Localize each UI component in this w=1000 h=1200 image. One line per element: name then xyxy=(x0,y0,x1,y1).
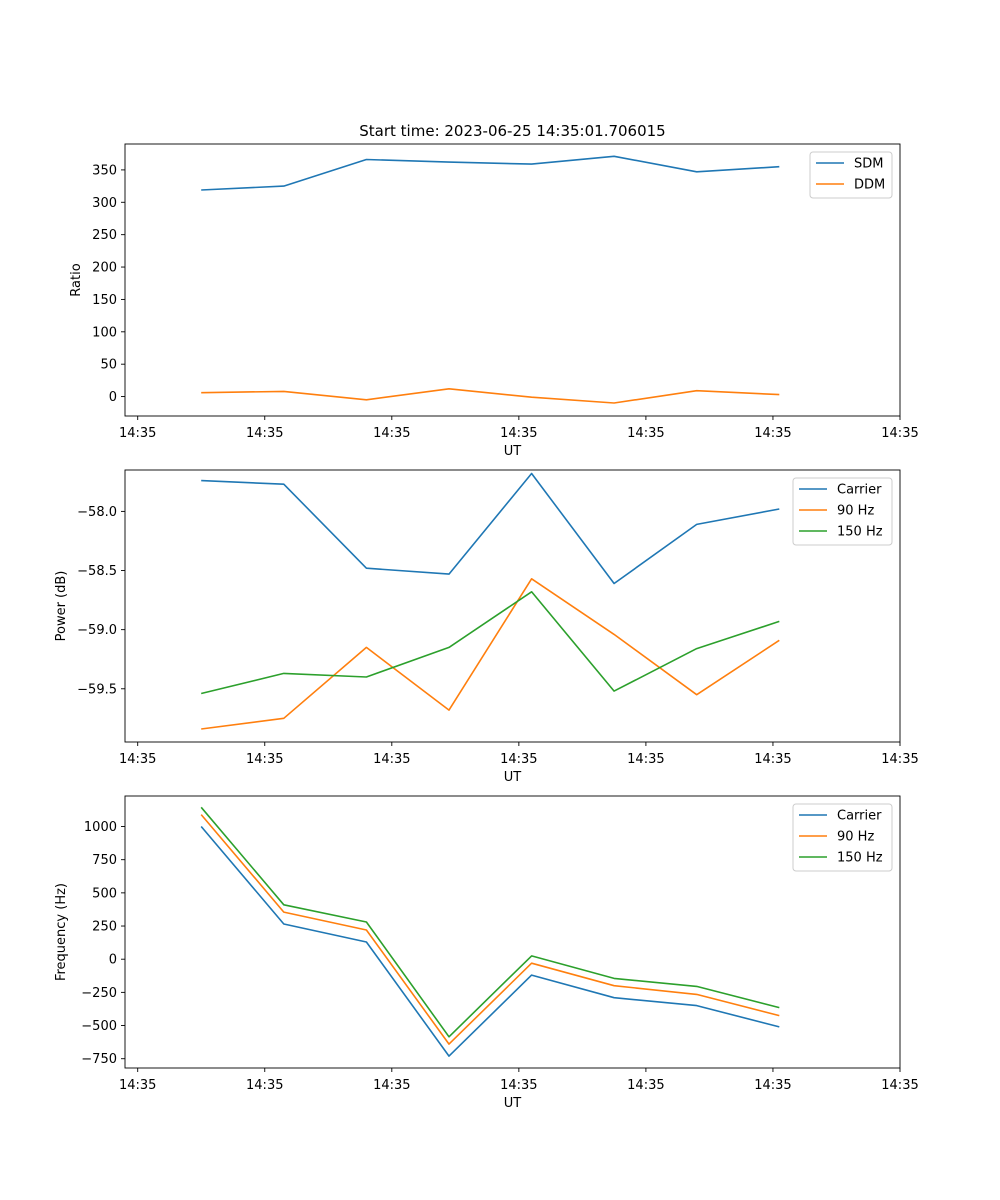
frequency-y-tick-label: 250 xyxy=(92,920,117,935)
ratio-y-tick-label: 0 xyxy=(109,390,117,405)
ratio-y-tick-label: 50 xyxy=(100,358,117,373)
power-legend-box xyxy=(792,477,893,546)
ratio-y-tick-label: 150 xyxy=(92,293,117,308)
frequency-series-line-90-hz xyxy=(200,814,780,1045)
power-x-tick-label: 14:35 xyxy=(373,752,410,767)
frequency-y-tick-label: −250 xyxy=(81,986,117,1001)
frequency-legend: Carrier 90 Hz 150 Hz xyxy=(792,803,893,872)
frequency-y-tick-label: 0 xyxy=(109,953,117,968)
frequency-legend-label: 90 Hz xyxy=(837,830,874,845)
ratio-legend-label: SDM xyxy=(854,157,883,172)
power-legend-label: 90 Hz xyxy=(837,504,874,519)
ratio-x-tick-label: 14:35 xyxy=(881,426,918,441)
ratio-y-tick-label: 350 xyxy=(92,163,117,178)
power-x-tick-label: 14:35 xyxy=(754,752,791,767)
frequency-panel: 14:35 14:35 14:35 14:35 14:35 14:35 14:35 UT −75… xyxy=(54,795,919,1111)
ratio-y-tick-label: 250 xyxy=(92,228,117,243)
frequency-axes-frame xyxy=(124,795,901,1069)
frequency-legend-box xyxy=(792,803,893,872)
ratio-x-tick-label: 14:35 xyxy=(373,426,410,441)
frequency-legend-label: Carrier xyxy=(837,809,882,824)
ratio-y-tick-label: 200 xyxy=(92,261,117,276)
ratio-x-tick-label: 14:35 xyxy=(119,426,156,441)
frequency-series-line-150-hz xyxy=(200,806,780,1038)
ratio-legend-label: DDM xyxy=(854,178,885,193)
ratio-legend: SDM DDM xyxy=(809,151,893,199)
frequency-x-tick-label: 14:35 xyxy=(754,1078,791,1093)
power-y-tick-label: −59.5 xyxy=(77,682,117,697)
ratio-x-tick-label: 14:35 xyxy=(754,426,791,441)
frequency-x-tick-label: 14:35 xyxy=(246,1078,283,1093)
power-series-line-150-hz xyxy=(201,590,780,695)
power-y-tick-label: −58.0 xyxy=(77,505,117,520)
frequency-x-tick-label: 14:35 xyxy=(373,1078,410,1093)
power-x-tick-label: 14:35 xyxy=(881,752,918,767)
figure-title: Start time: 2023-06-25 14:35:01.706015 xyxy=(359,122,665,140)
ratio-y-tick-label: 100 xyxy=(92,325,117,340)
frequency-y-tick-label: 1000 xyxy=(84,820,117,835)
frequency-x-tick-label: 14:35 xyxy=(119,1078,156,1093)
frequency-y-tick-label: 750 xyxy=(92,853,117,868)
frequency-x-tick-label: 14:35 xyxy=(881,1078,918,1093)
frequency-y-tick-label: −500 xyxy=(81,1019,117,1034)
power-y-tick-label: −59.0 xyxy=(77,623,117,638)
frequency-series-line-carrier xyxy=(200,825,780,1057)
ratio-series-line-sdm xyxy=(201,155,780,191)
power-x-tick-label: 14:35 xyxy=(119,752,156,767)
ratio-y-axis-label: Ratio xyxy=(69,263,84,296)
frequency-y-axis-label: Frequency (Hz) xyxy=(54,883,69,981)
power-legend-label: 150 Hz xyxy=(837,525,883,540)
frequency-y-tick-label: 500 xyxy=(92,886,117,901)
ratio-x-tick-label: 14:35 xyxy=(246,426,283,441)
frequency-x-tick-label: 14:35 xyxy=(627,1078,664,1093)
power-series-line-90-hz xyxy=(201,577,780,730)
power-legend: Carrier 90 Hz 150 Hz xyxy=(792,477,893,546)
power-x-tick-label: 14:35 xyxy=(627,752,664,767)
power-axes-frame xyxy=(124,469,901,743)
ratio-x-tick-label: 14:35 xyxy=(500,426,537,441)
ratio-series-line-ddm xyxy=(201,387,780,404)
ratio-x-tick-label: 14:35 xyxy=(627,426,664,441)
ratio-panel: 14:35 14:35 14:35 14:35 14:35 14:35 14:35 UT 0 50… xyxy=(69,143,919,459)
power-panel: 14:35 14:35 14:35 14:35 14:35 14:35 14:35 UT −59… xyxy=(54,469,919,785)
ratio-y-tick-label: 300 xyxy=(92,196,117,211)
power-x-tick-label: 14:35 xyxy=(500,752,537,767)
power-legend-label: Carrier xyxy=(837,483,882,498)
ratio-x-axis-label: UT xyxy=(504,444,522,459)
frequency-x-tick-label: 14:35 xyxy=(500,1078,537,1093)
ratio-axes-frame xyxy=(124,143,901,417)
frequency-y-tick-label: −750 xyxy=(81,1052,117,1067)
power-y-tick-label: −58.5 xyxy=(77,564,117,579)
power-series-line-carrier xyxy=(201,472,780,585)
power-x-axis-label: UT xyxy=(504,770,522,785)
power-x-tick-label: 14:35 xyxy=(246,752,283,767)
power-y-axis-label: Power (dB) xyxy=(54,571,69,642)
frequency-legend-label: 150 Hz xyxy=(837,851,883,866)
frequency-x-axis-label: UT xyxy=(504,1096,522,1111)
